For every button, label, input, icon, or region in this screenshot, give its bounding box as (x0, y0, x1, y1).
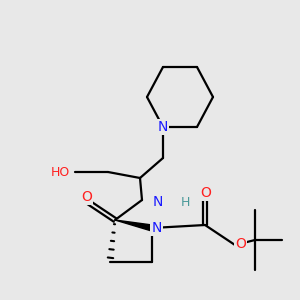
Text: O: O (235, 236, 246, 250)
Text: N: N (153, 195, 163, 209)
Text: N: N (151, 221, 162, 235)
Polygon shape (115, 220, 153, 231)
Text: O: O (81, 190, 92, 204)
Text: HO: HO (51, 166, 70, 178)
Text: O: O (200, 186, 211, 200)
Text: H: H (180, 196, 190, 208)
Text: N: N (158, 120, 168, 134)
